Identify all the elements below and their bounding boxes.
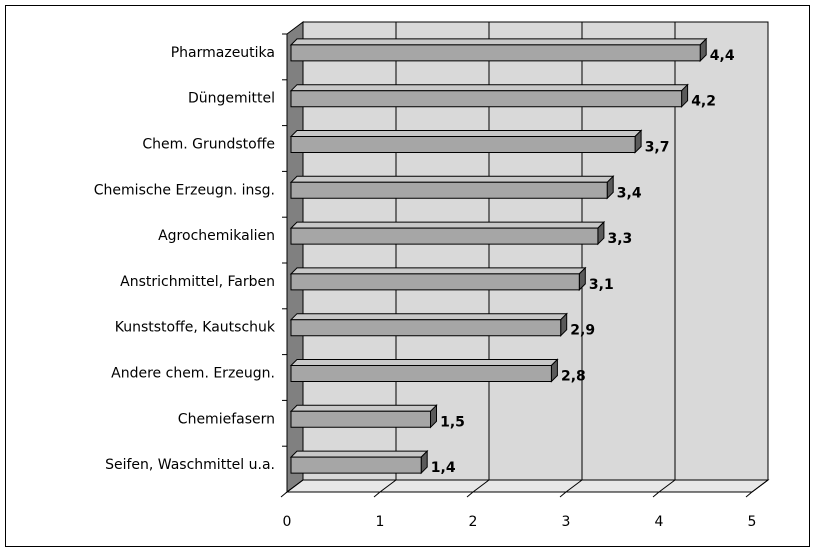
bar — [289, 83, 689, 108]
y-tick-label: Andere chem. Erzeugn. — [111, 366, 275, 382]
value-label: 1,5 — [440, 414, 465, 430]
tick-mark — [280, 491, 288, 498]
bar-front — [290, 456, 422, 474]
bar — [289, 220, 606, 246]
tick-mark — [745, 491, 753, 498]
x-tick-label: 1 — [376, 514, 385, 530]
bar-top — [289, 221, 606, 229]
bar-front — [290, 44, 701, 62]
bar-front — [290, 273, 580, 291]
bar-top — [289, 450, 429, 458]
value-label: 2,9 — [570, 323, 595, 339]
bar-top — [289, 130, 643, 137]
bar — [289, 404, 438, 429]
value-label: 3,7 — [645, 140, 670, 156]
y-tick-label: Seifen, Waschmittel u.a. — [105, 457, 275, 473]
value-label: 1,4 — [431, 460, 456, 476]
bar-front — [290, 227, 599, 245]
bar-top — [289, 404, 438, 412]
bar-top — [289, 313, 568, 321]
x-tick-label: 3 — [562, 514, 571, 530]
floor-grid-line — [658, 479, 676, 493]
tick-mark — [466, 491, 474, 498]
bar-top — [289, 267, 587, 275]
floor-grid-line — [565, 479, 583, 493]
bar — [289, 37, 708, 63]
value-label: 4,2 — [691, 94, 716, 110]
value-label: 4,4 — [710, 48, 735, 64]
y-tick-label: Agrochemikalien — [158, 228, 275, 244]
bar-top — [289, 38, 708, 46]
bar-top — [289, 175, 615, 183]
floor-grid-line — [379, 479, 397, 493]
value-label: 3,3 — [607, 231, 632, 247]
y-tick-label: Kunststoffe, Kautschuk — [115, 320, 276, 336]
bar — [289, 312, 568, 337]
y-tick-label: Chemische Erzeugn. insg. — [94, 182, 275, 198]
bar-front — [290, 181, 608, 199]
tick-mark — [373, 491, 381, 498]
tick-mark — [652, 491, 660, 498]
bar — [289, 358, 559, 383]
floor-grid-line — [286, 479, 304, 493]
value-label: 3,1 — [589, 277, 614, 293]
y-tick-label: Düngemittel — [188, 91, 275, 107]
tick-mark — [559, 491, 567, 498]
floor-grid-line — [751, 479, 769, 493]
x-tick-label: 2 — [469, 514, 478, 530]
floor-grid-line — [472, 479, 490, 493]
bar — [289, 175, 615, 200]
value-label: 3,4 — [617, 185, 642, 201]
y-tick-label: Pharmazeutika — [171, 45, 275, 61]
x-tick-label: 5 — [748, 514, 757, 530]
y-tick-label: Anstrichmittel, Farben — [120, 274, 275, 290]
value-label: 2,8 — [561, 369, 586, 385]
bar-top — [289, 84, 689, 92]
bar-front — [290, 319, 562, 337]
bar — [289, 449, 429, 475]
y-tick-label: Chemiefasern — [178, 411, 275, 427]
x-tick-label: 0 — [283, 514, 292, 530]
floor — [285, 479, 770, 493]
bar — [289, 129, 643, 154]
y-tick-label: Chem. Grundstoffe — [142, 137, 275, 153]
bar-top — [289, 359, 559, 366]
bar-front — [290, 410, 431, 428]
bar-front — [290, 365, 552, 382]
x-tick-label: 4 — [655, 514, 664, 530]
bar-front — [290, 136, 636, 153]
bar-front — [290, 90, 683, 108]
bar — [289, 266, 587, 292]
